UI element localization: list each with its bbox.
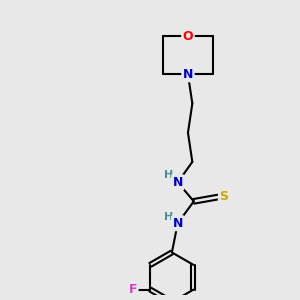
Text: N: N	[183, 68, 193, 81]
Text: H: H	[164, 170, 173, 180]
Text: F: F	[129, 283, 137, 296]
Text: H: H	[164, 212, 173, 222]
Text: O: O	[183, 30, 193, 43]
Text: N: N	[172, 217, 183, 230]
Text: S: S	[219, 190, 228, 203]
Text: N: N	[172, 176, 183, 189]
